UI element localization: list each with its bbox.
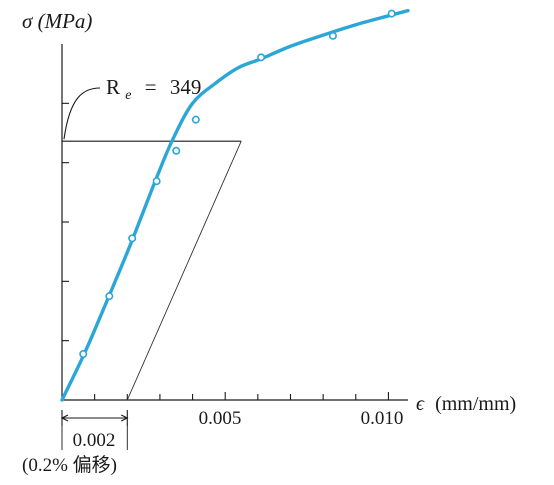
x-axis-ticks [94,392,389,400]
yield-strength-label: R e = 349 [106,75,201,104]
data-points [79,9,396,359]
data-point [152,177,161,186]
yield-symbol: R [106,75,120,99]
offset-bracket [60,410,129,450]
series-stress-strain-curve [60,8,410,402]
yield-subscript: e [125,88,131,103]
offset-arrow-right [121,414,129,422]
x-axis-unit: (mm/mm) [435,393,516,415]
data-point [128,234,137,243]
yield-value: 349 [170,75,202,99]
data-point [191,115,200,124]
y-axis-ticks [62,102,69,342]
x-tick-label-0010: 0.010 [361,408,404,429]
data-point [105,292,114,301]
yield-equals: = [145,75,157,99]
offset-arrow-left [60,414,69,422]
y-axis-label: σ (MPa) [22,9,92,33]
data-point [172,146,181,155]
offset-label: 0.002 [73,430,116,451]
x-tick-label-0005: 0.005 [199,408,242,429]
x-axis-symbol: ϵ [416,393,425,415]
offset-note: (0.2% 偏移) [22,454,117,476]
yield-strength-leader [63,87,101,140]
x-axis-label: ϵ (mm/mm) [416,393,516,415]
offset-line [126,140,242,401]
data-point [257,53,266,62]
data-point [328,31,337,40]
data-point [387,9,396,18]
data-point [79,350,88,359]
offset-label-frame [61,426,128,450]
